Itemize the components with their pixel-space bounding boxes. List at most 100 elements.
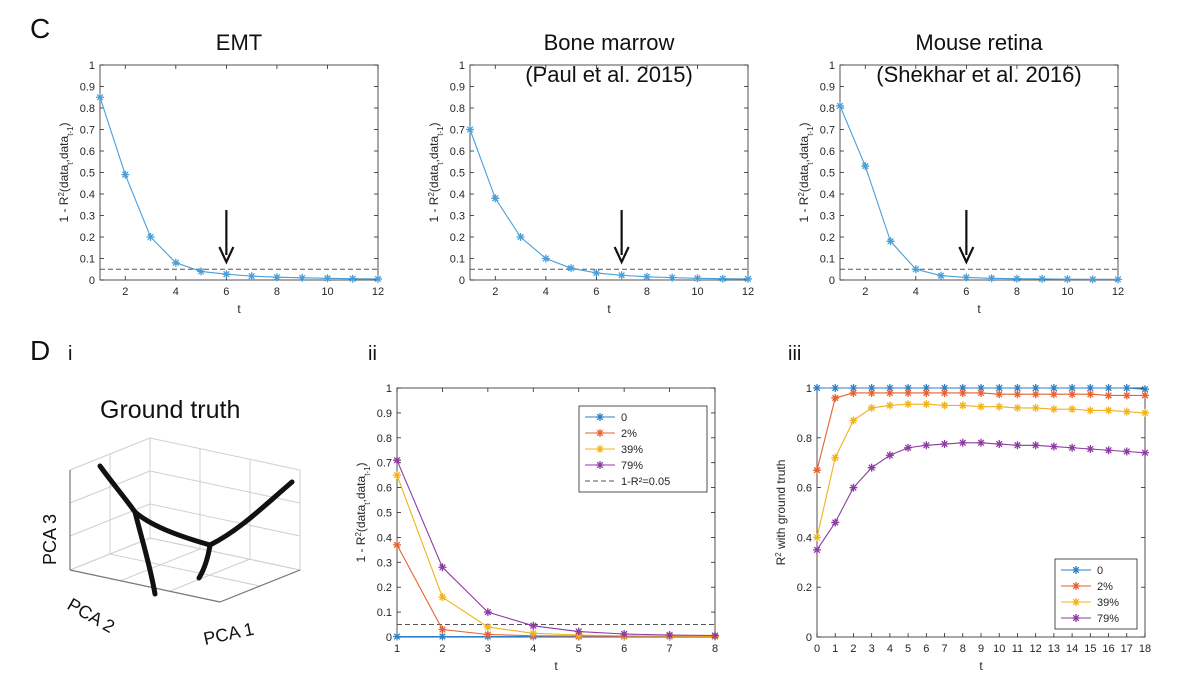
y-tick-label: 0.6 xyxy=(80,146,95,158)
y-tick-label: 0.7 xyxy=(80,125,95,137)
y-tick-label: 0.5 xyxy=(450,168,465,180)
chart-title-line: Mouse retina xyxy=(915,30,1043,55)
arrow-head xyxy=(218,246,235,265)
data-point xyxy=(1049,442,1058,451)
y-axis-label: R2 with ground truth xyxy=(774,460,789,566)
legend-label: 0 xyxy=(621,412,627,424)
x-tick-label: 8 xyxy=(1014,286,1020,298)
data-point xyxy=(1104,391,1113,400)
data-point xyxy=(1104,446,1113,455)
legend-swatch-marker xyxy=(596,413,604,421)
chart-bone-marrow: 00.10.20.30.40.50.60.70.80.912 4 6 8 10 12t1 … xyxy=(427,30,755,316)
y-tick-label: 0 xyxy=(829,275,835,287)
data-point xyxy=(529,621,538,630)
data-point xyxy=(1031,390,1040,399)
data-point xyxy=(885,384,894,392)
y-tick-label: 1 xyxy=(386,383,392,395)
data-point xyxy=(831,393,840,402)
x-tick-label: 18 xyxy=(1139,643,1151,655)
chart-emt: 00.10.20.30.40.50.60.70.80.912 4 6 8 10 12t1 … xyxy=(57,30,385,316)
data-point xyxy=(813,466,821,475)
legend-label: 0 xyxy=(1097,565,1103,577)
data-point xyxy=(849,416,858,425)
data-point xyxy=(995,390,1004,399)
data-point xyxy=(831,384,840,392)
legend-label: 39% xyxy=(1097,597,1119,609)
data-point xyxy=(541,254,550,263)
y-tick-label: 0.2 xyxy=(820,232,835,244)
data-point xyxy=(348,274,357,283)
data-point xyxy=(744,274,752,283)
y-tick-label: 0.3 xyxy=(80,211,95,223)
x-tick-label: 2 xyxy=(850,643,856,655)
data-point xyxy=(940,388,949,397)
chart-title-line: (Shekhar et al. 2016) xyxy=(876,62,1081,87)
y-tick-label: 0.5 xyxy=(377,508,392,520)
data-point xyxy=(171,258,180,267)
data-point xyxy=(937,271,946,280)
data-point xyxy=(393,471,401,480)
legend-label: 39% xyxy=(621,444,643,456)
legend-label: 79% xyxy=(621,460,643,472)
axes-box xyxy=(469,64,749,281)
data-point xyxy=(1141,408,1149,417)
legend-swatch-marker xyxy=(1072,614,1080,622)
y-tick-label: 0.4 xyxy=(820,189,835,201)
data-point xyxy=(393,456,401,465)
y-tick-label: 0 xyxy=(386,632,392,644)
data-point xyxy=(977,384,985,392)
y-tick-label: 0.7 xyxy=(450,125,465,137)
data-point xyxy=(1068,405,1077,414)
data-point xyxy=(1086,390,1095,399)
data-point xyxy=(438,625,447,634)
y-axis-label: 1 - R2(datat,datat-1) xyxy=(57,122,75,222)
data-point xyxy=(438,593,447,602)
data-point xyxy=(323,274,332,283)
data-point xyxy=(867,403,876,412)
legend-swatch-marker xyxy=(1072,598,1080,606)
data-point xyxy=(1086,406,1095,415)
y-tick-label: 0.4 xyxy=(450,189,465,201)
data-point xyxy=(1049,390,1058,399)
y-tick-label: 0.1 xyxy=(820,254,835,266)
data-point xyxy=(617,271,626,280)
x-tick-label: 14 xyxy=(1066,643,1078,655)
legend-label: 2% xyxy=(621,428,637,440)
y-tick-label: 0.5 xyxy=(80,168,95,180)
x-tick-label: 11 xyxy=(1012,643,1023,655)
data-point xyxy=(466,125,474,134)
series-line xyxy=(839,105,1118,280)
data-point xyxy=(977,438,985,447)
data-point xyxy=(922,384,931,392)
pca3-label: PCA 3 xyxy=(40,514,60,565)
panel-label-i: i xyxy=(68,343,72,365)
data-point xyxy=(831,518,840,527)
axes-box xyxy=(839,64,1119,281)
x-tick-label: 0 xyxy=(814,643,820,655)
y-tick-label: 0 xyxy=(806,632,812,644)
data-point xyxy=(958,401,967,410)
panel-label-d: D xyxy=(30,335,50,366)
series-line-79pct xyxy=(396,459,716,637)
data-point xyxy=(836,101,844,110)
legend-label: 79% xyxy=(1097,613,1119,625)
arrow-marker xyxy=(218,210,235,265)
pca2-label: PCA 2 xyxy=(64,594,118,637)
data-point xyxy=(977,388,985,397)
x-tick-label: 1 xyxy=(394,643,400,655)
data-point xyxy=(438,632,447,641)
series-line xyxy=(469,129,749,280)
x-tick-label: 3 xyxy=(869,643,875,655)
data-point xyxy=(222,270,231,279)
data-point xyxy=(922,400,931,409)
series-line-39pct xyxy=(816,403,1146,538)
data-point xyxy=(121,170,130,179)
x-axis-label: t xyxy=(977,302,981,316)
data-point xyxy=(711,631,719,640)
x-tick-label: 6 xyxy=(963,286,969,298)
legend-label: 2% xyxy=(1097,581,1113,593)
data-point xyxy=(516,233,525,241)
x-tick-label: 10 xyxy=(321,286,333,298)
y-tick-label: 0.1 xyxy=(377,607,392,619)
data-point xyxy=(1104,406,1113,415)
